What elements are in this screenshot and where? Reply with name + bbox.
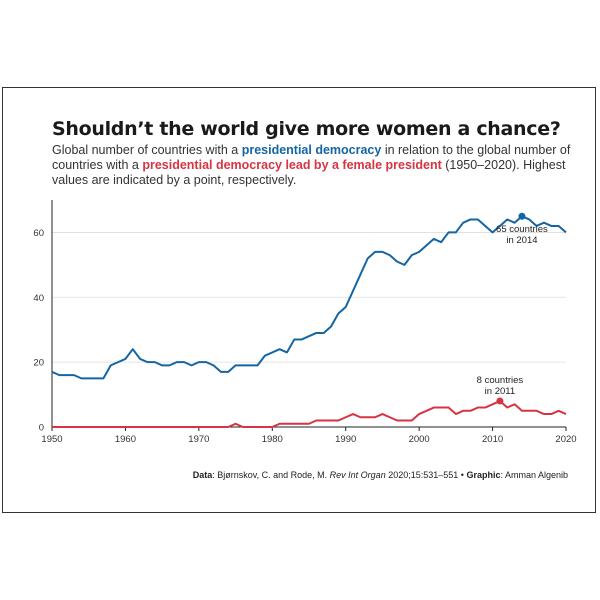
chart-title: Shouldn’t the world give more women a ch… (52, 118, 561, 140)
x-tick-label-1950: 1950 (41, 434, 62, 445)
series-lines (51, 215, 567, 428)
annotation-line2-female: in 2011 (485, 386, 515, 397)
source-journal: Rev Int Organ (329, 470, 386, 480)
y-tick-label-60: 60 (33, 228, 44, 239)
subtitle-text-1: Global number of countries with a (52, 143, 242, 157)
x-tick-label-1980: 1980 (262, 434, 283, 445)
x-tick-label-2010: 2010 (482, 434, 503, 445)
max-point-female (496, 397, 504, 405)
x-tick-label-1960: 1960 (115, 434, 136, 445)
source-data-text: : Bjørnskov, C. and Rode, M. (212, 470, 330, 480)
source-data-label: Data (192, 470, 213, 480)
x-tick-label-1970: 1970 (188, 434, 209, 445)
annotation-line1-presidential: 65 countries (496, 224, 548, 235)
subtitle-highlight-presidential: presidential democracy (241, 143, 382, 157)
max-point-presidential (518, 212, 526, 220)
annotation-line1-female: 8 countries (477, 375, 524, 386)
y-tick-label-40: 40 (33, 293, 44, 304)
y-tick-label-0: 0 (39, 423, 44, 434)
chart-card (2, 87, 596, 513)
x-tick-label-1990: 1990 (335, 434, 356, 445)
annotation-line2-presidential: in 2014 (506, 235, 537, 246)
source-note: Data: Bjørnskov, C. and Rode, M. Rev Int… (100, 470, 568, 480)
series-line-female (52, 400, 567, 428)
source-graphic-label: Graphic (466, 470, 501, 480)
source-citation: 2020;15:531–551 • (385, 470, 467, 480)
subtitle-highlight-female: presidential democracy lead by a female … (142, 158, 442, 172)
x-tick-label-2020: 2020 (555, 434, 576, 445)
y-tick-label-20: 20 (33, 358, 44, 369)
chart-subtitle: Global number of countries with a presid… (52, 143, 577, 188)
x-tick-label-2000: 2000 (409, 434, 430, 445)
source-graphic-text: : Amman Algenib (500, 470, 568, 480)
tick-labels: 0 20 40 60 1950 1960 1970 1980 1990 2000 2010 2020 (33, 228, 576, 445)
subtitle-text-3: (1950–2020). Highest values are indicate… (52, 158, 566, 187)
gridlines (52, 232, 566, 363)
series-line-presidential (51, 215, 567, 380)
subtitle-text-2: in relation to the global number of coun… (52, 143, 571, 172)
